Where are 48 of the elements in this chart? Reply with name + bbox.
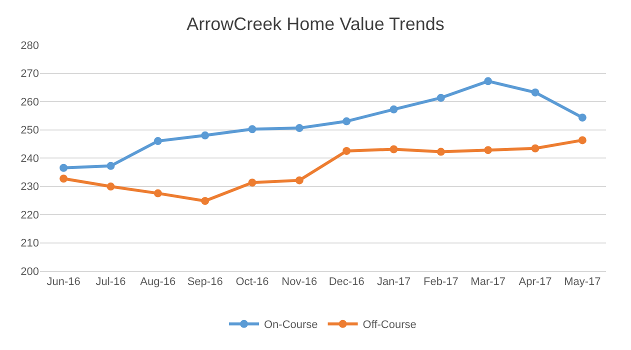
point <box>106 182 115 191</box>
point <box>578 114 586 122</box>
point <box>248 178 256 187</box>
point <box>295 176 304 184</box>
y-tick-label: 250 <box>20 124 39 137</box>
y-tick-label: 220 <box>20 209 39 222</box>
x-tick-label: Jul-16 <box>96 276 126 288</box>
y-tick-label: 260 <box>20 96 39 108</box>
point <box>531 144 540 152</box>
x-tick-label: Mar-17 <box>470 276 506 288</box>
point <box>390 105 398 114</box>
y-tick-label: 210 <box>20 238 39 250</box>
point <box>248 125 256 134</box>
x-tick-label: Feb-17 <box>423 276 458 288</box>
point <box>60 174 68 183</box>
x-tick-label: Sep-16 <box>187 276 223 288</box>
point <box>531 88 540 96</box>
x-tick-label: Apr-17 <box>518 276 552 288</box>
point <box>201 131 210 140</box>
y-tick-label: 240 <box>20 152 39 165</box>
x-tick-label: Nov-16 <box>282 276 318 288</box>
legend-label: Off-Course <box>362 319 416 332</box>
point <box>106 162 115 170</box>
y-tick-label: 270 <box>20 68 39 80</box>
point <box>436 148 445 156</box>
x-tick-label: Jan-17 <box>376 276 411 288</box>
legend-label: On-Course <box>264 319 318 332</box>
y-tick-label: 230 <box>20 181 39 194</box>
x-tick-label: Oct-16 <box>236 276 269 288</box>
point <box>154 189 162 198</box>
x-tick-label: Aug-16 <box>140 276 176 288</box>
x-tick-label: May-17 <box>564 276 601 288</box>
point <box>484 146 492 154</box>
point <box>436 94 445 102</box>
point <box>295 124 304 132</box>
point <box>342 117 351 126</box>
point <box>154 137 162 146</box>
point <box>484 77 492 86</box>
point <box>60 164 68 172</box>
x-tick-label: Jun-16 <box>46 276 80 288</box>
point <box>390 145 398 154</box>
y-tick-label: 200 <box>20 266 39 278</box>
point <box>578 136 586 144</box>
x-tick-label: Dec-16 <box>328 276 364 288</box>
y-tick-label: 280 <box>20 40 39 52</box>
chart-title: ArrowCreek Home Value Trends <box>186 14 444 34</box>
point <box>342 146 351 155</box>
point <box>201 196 210 205</box>
